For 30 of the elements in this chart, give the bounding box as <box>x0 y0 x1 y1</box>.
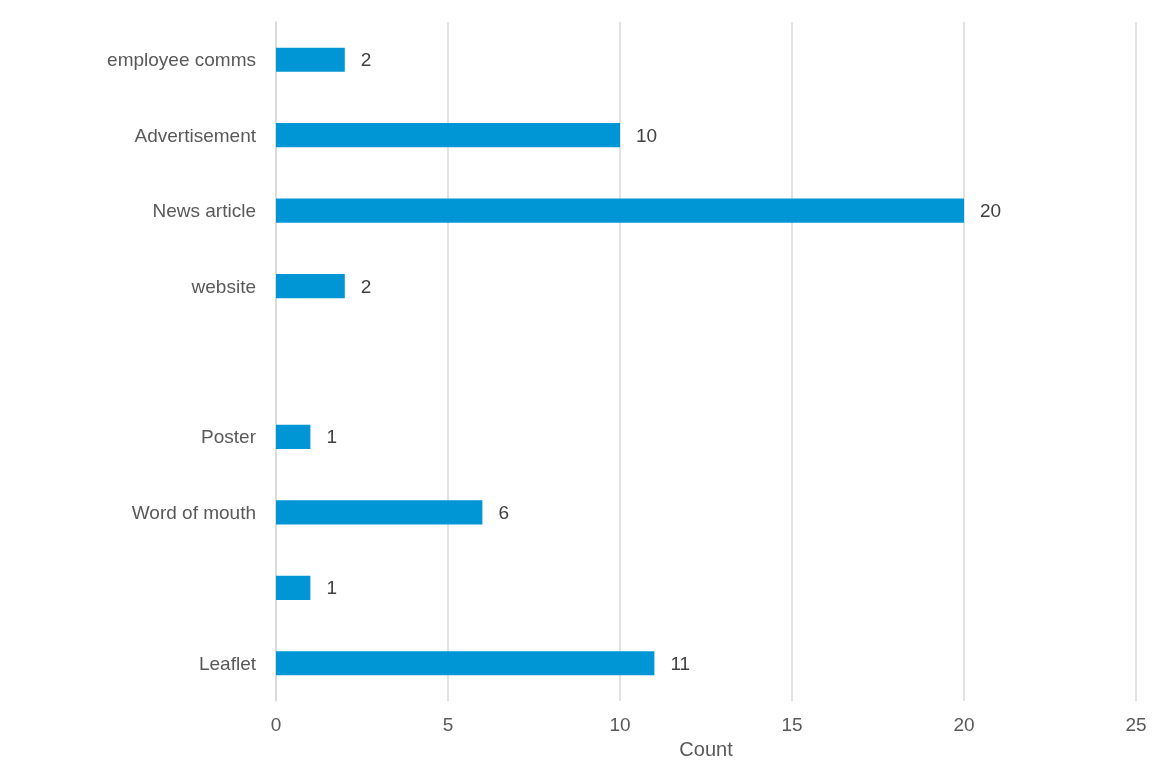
bar <box>276 500 483 525</box>
data-label: 10 <box>636 124 658 146</box>
bar <box>276 273 345 299</box>
y-tick-label: Advertisement <box>134 124 257 146</box>
bar <box>276 123 620 148</box>
data-label: 20 <box>980 200 1002 222</box>
x-tick-label: 10 <box>609 714 631 735</box>
x-axis-title: Count <box>679 738 734 760</box>
data-label: 6 <box>498 501 509 523</box>
y-tick-label: Word of mouth <box>131 501 256 523</box>
data-label: 11 <box>670 652 691 674</box>
data-label: 1 <box>326 577 337 599</box>
x-tick-label: 25 <box>1125 714 1147 735</box>
y-tick-label: Leaflet <box>198 652 257 674</box>
y-tick-label: website <box>190 275 256 297</box>
data-label: 2 <box>360 49 372 71</box>
y-tick-label: News article <box>152 200 256 222</box>
bar <box>276 424 311 450</box>
data-label: 1 <box>326 426 337 448</box>
x-tick-label: 15 <box>781 714 803 735</box>
bar <box>276 575 311 600</box>
bar <box>276 198 964 223</box>
data-label: 2 <box>360 275 372 297</box>
x-tick-label: 20 <box>953 714 975 735</box>
bar <box>276 47 345 72</box>
y-tick-label: Poster <box>201 426 257 448</box>
y-tick-label: employee comms <box>107 49 256 71</box>
x-tick-label: 0 <box>270 714 282 735</box>
bar <box>276 651 655 676</box>
x-tick-label: 5 <box>442 714 454 735</box>
